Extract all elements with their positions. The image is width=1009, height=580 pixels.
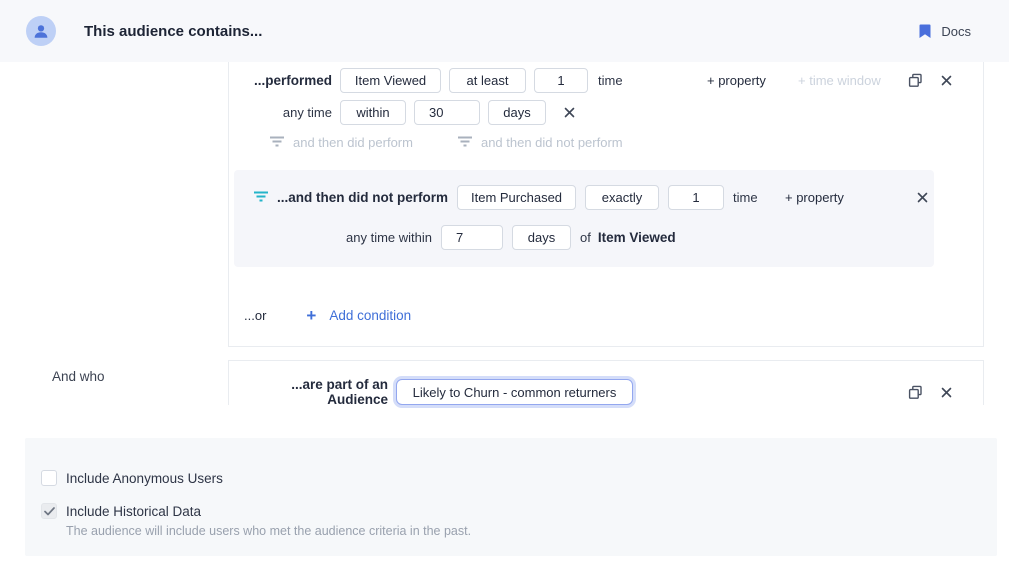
- time-prefix: any time: [282, 104, 332, 120]
- remove-sub-condition-button[interactable]: [917, 192, 928, 203]
- add-property-link[interactable]: + property: [707, 72, 766, 88]
- historical-text: Include Historical Data The audience wil…: [66, 503, 471, 538]
- duplicate-icon: [908, 385, 922, 399]
- not-perform-prefix: ...and then did not perform: [277, 189, 448, 205]
- remove-time-window-button[interactable]: [564, 107, 575, 118]
- performed-row: ...performed Item Viewed at least time +…: [229, 67, 983, 93]
- docs-label: Docs: [941, 23, 971, 39]
- operator-select[interactable]: at least: [449, 67, 526, 93]
- person-icon: [34, 25, 48, 38]
- then-did-not-perform-option[interactable]: and then did not perform: [457, 135, 623, 150]
- duplicate-audience-button[interactable]: [908, 385, 923, 400]
- then-did-perform-label: and then did perform: [293, 134, 413, 150]
- header: This audience contains... Docs: [0, 0, 1009, 62]
- bookmark-icon: [919, 24, 931, 38]
- filter-icon: [457, 136, 472, 147]
- time-value-input[interactable]: [414, 99, 480, 125]
- not-perform-time-value-input[interactable]: [441, 224, 503, 250]
- not-perform-event-select[interactable]: Item Purchased: [457, 184, 576, 210]
- avatar: [26, 16, 56, 46]
- duplicate-icon: [908, 73, 922, 87]
- historical-option: Include Historical Data The audience wil…: [41, 503, 471, 538]
- remove-condition-button[interactable]: [941, 75, 952, 86]
- not-perform-time-unit-select[interactable]: days: [512, 224, 571, 250]
- remove-audience-button[interactable]: [941, 387, 952, 398]
- audience-prefix: ...are part of an Audience: [291, 377, 388, 407]
- or-prefix: ...or: [244, 307, 267, 323]
- not-perform-operator-select[interactable]: exactly: [585, 184, 659, 210]
- or-row: ...or + Add condition: [244, 305, 411, 325]
- filter-icon-active: [254, 191, 268, 202]
- not-perform-count-input[interactable]: [668, 184, 724, 210]
- anonymous-label: Include Anonymous Users: [66, 471, 223, 486]
- not-perform-count-unit: time: [733, 189, 758, 205]
- close-icon: [564, 107, 575, 117]
- condition-card: ...performed Item Viewed at least time +…: [228, 62, 984, 347]
- add-condition-link[interactable]: Add condition: [329, 307, 412, 323]
- plus-icon: +: [306, 305, 317, 325]
- performed-prefix: ...performed: [253, 72, 332, 88]
- audience-select-input[interactable]: [396, 379, 633, 405]
- count-input[interactable]: [534, 67, 588, 93]
- historical-description: The audience will include users who met …: [66, 524, 472, 538]
- close-icon: [941, 387, 952, 397]
- then-did-not-perform-label: and then did not perform: [480, 134, 623, 150]
- sub-condition-box: ...and then did not perform Item Purchas…: [234, 170, 934, 267]
- page-title: This audience contains...: [84, 22, 263, 40]
- not-perform-time-row: any time within days of Item Viewed: [234, 224, 934, 250]
- of-event-label: Item Viewed: [597, 229, 676, 245]
- time-modifier-select[interactable]: within: [340, 99, 406, 125]
- count-unit: time: [598, 72, 623, 88]
- filter-icon: [270, 136, 284, 147]
- close-icon: [917, 192, 928, 202]
- historical-checkbox[interactable]: [41, 503, 57, 519]
- anonymous-option: Include Anonymous Users: [41, 470, 223, 487]
- audience-row: ...are part of an Audience: [229, 377, 983, 407]
- of-label: of: [580, 229, 591, 245]
- performed-time-row: any time within days: [229, 99, 983, 125]
- historical-label: Include Historical Data: [66, 504, 202, 519]
- not-perform-row: ...and then did not perform Item Purchas…: [253, 184, 928, 210]
- close-icon: [941, 75, 952, 85]
- event-select[interactable]: Item Viewed: [340, 67, 441, 93]
- not-perform-time-prefix: any time within: [346, 229, 432, 245]
- duplicate-condition-button[interactable]: [908, 73, 923, 88]
- then-options-row: and then did perform and then did not pe…: [269, 134, 623, 150]
- and-who-label: And who: [52, 369, 105, 384]
- check-icon: [43, 506, 55, 515]
- not-perform-add-property-link[interactable]: + property: [785, 189, 844, 205]
- docs-button[interactable]: Docs: [919, 24, 971, 39]
- audience-condition-card: ...are part of an Audience: [228, 360, 984, 407]
- then-did-perform-option[interactable]: and then did perform: [269, 135, 413, 150]
- anonymous-checkbox[interactable]: [41, 470, 57, 486]
- time-unit-select[interactable]: days: [488, 99, 546, 125]
- options-panel: Include Anonymous Users Include Historic…: [25, 438, 997, 556]
- add-time-window-link[interactable]: + time window: [798, 72, 881, 88]
